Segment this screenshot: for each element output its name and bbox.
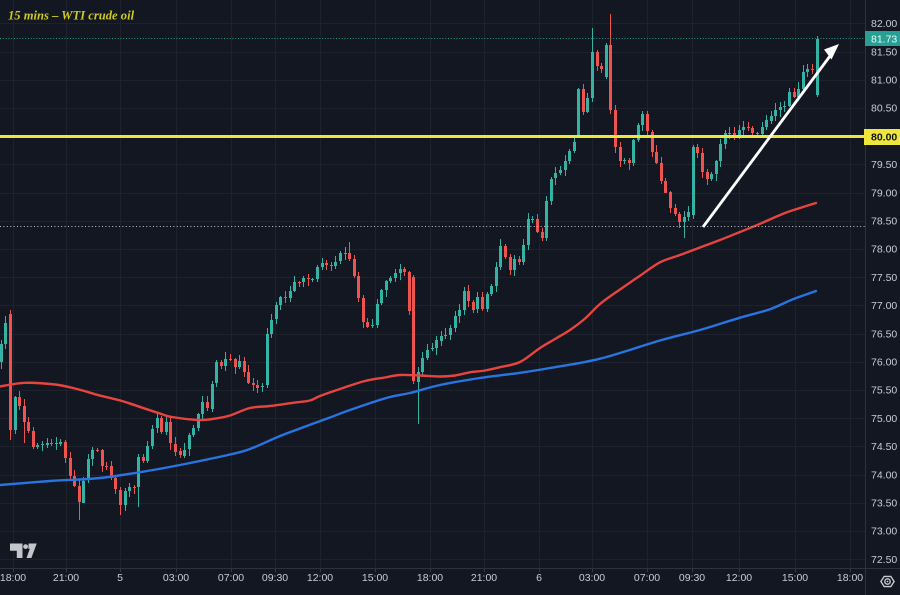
svg-text:5: 5 (117, 572, 123, 584)
svg-text:79.00: 79.00 (871, 187, 897, 199)
svg-text:72.50: 72.50 (871, 554, 897, 566)
svg-text:77.00: 77.00 (871, 300, 897, 312)
svg-text:15 mins – WTI crude oil: 15 mins – WTI crude oil (8, 9, 135, 23)
svg-text:79.50: 79.50 (871, 159, 897, 171)
svg-text:07:00: 07:00 (634, 572, 660, 584)
svg-text:80.00: 80.00 (871, 132, 897, 144)
svg-text:81.00: 81.00 (871, 75, 897, 87)
svg-text:12:00: 12:00 (726, 572, 752, 584)
svg-text:18:00: 18:00 (417, 572, 443, 584)
svg-text:77.50: 77.50 (871, 272, 897, 284)
svg-text:75.50: 75.50 (871, 385, 897, 397)
svg-text:76.50: 76.50 (871, 328, 897, 340)
svg-text:6: 6 (536, 572, 542, 584)
svg-text:82.00: 82.00 (871, 18, 897, 30)
svg-text:12:00: 12:00 (307, 572, 333, 584)
svg-text:73.00: 73.00 (871, 526, 897, 538)
svg-text:09:30: 09:30 (262, 572, 288, 584)
svg-text:76.00: 76.00 (871, 357, 897, 369)
svg-text:78.50: 78.50 (871, 216, 897, 228)
svg-text:15:00: 15:00 (362, 572, 388, 584)
svg-text:74.00: 74.00 (871, 469, 897, 481)
svg-text:74.50: 74.50 (871, 441, 897, 453)
svg-text:15:00: 15:00 (782, 572, 808, 584)
svg-text:75.00: 75.00 (871, 413, 897, 425)
svg-text:78.00: 78.00 (871, 244, 897, 256)
svg-text:03:00: 03:00 (579, 572, 605, 584)
svg-text:80.50: 80.50 (871, 103, 897, 115)
svg-text:81.50: 81.50 (871, 46, 897, 58)
svg-text:81.73: 81.73 (871, 34, 897, 46)
svg-text:18:00: 18:00 (0, 572, 26, 584)
svg-text:73.50: 73.50 (871, 498, 897, 510)
svg-text:07:00: 07:00 (218, 572, 244, 584)
svg-text:18:00: 18:00 (837, 572, 863, 584)
svg-text:09:30: 09:30 (679, 572, 705, 584)
svg-text:03:00: 03:00 (163, 572, 189, 584)
svg-text:21:00: 21:00 (471, 572, 497, 584)
svg-text:21:00: 21:00 (53, 572, 79, 584)
